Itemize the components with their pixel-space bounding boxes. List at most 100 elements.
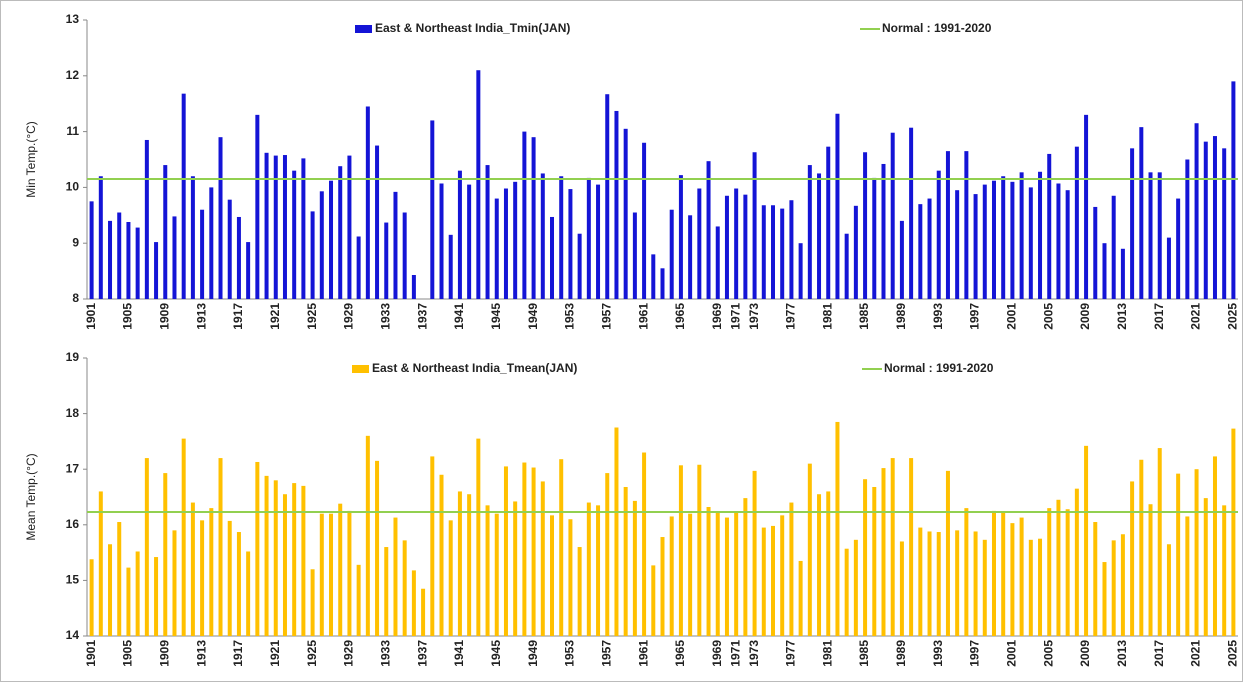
- bar: [1038, 171, 1043, 299]
- bar: [1148, 172, 1153, 299]
- x-tick-label: 1961: [636, 303, 650, 330]
- bar: [126, 221, 131, 299]
- bar: [863, 152, 868, 299]
- bar: [485, 505, 490, 636]
- bar: [1203, 141, 1208, 299]
- bar: [264, 152, 269, 299]
- x-tick-label: 1965: [673, 303, 687, 330]
- y-tick-label: 17: [66, 461, 80, 475]
- bar: [1157, 448, 1162, 636]
- bar: [890, 458, 895, 636]
- bar: [108, 544, 113, 636]
- bar: [503, 466, 508, 636]
- y-tick-label: 14: [66, 628, 80, 642]
- bar: [1166, 237, 1171, 299]
- bar: [1084, 445, 1089, 636]
- bar: [660, 537, 665, 636]
- bar: [817, 494, 822, 636]
- bar: [154, 557, 159, 636]
- bar: [1019, 517, 1024, 636]
- bar: [651, 254, 656, 299]
- bar: [375, 145, 380, 299]
- bar: [706, 161, 711, 299]
- bar: [209, 187, 214, 299]
- bar: [255, 461, 260, 636]
- bar: [724, 195, 729, 299]
- x-tick-label: 1905: [121, 640, 135, 667]
- bar: [715, 226, 720, 299]
- bar: [365, 106, 370, 300]
- bar: [945, 151, 950, 299]
- bar: [853, 539, 858, 636]
- bar: [292, 170, 297, 299]
- bar: [1212, 456, 1217, 636]
- bar: [688, 513, 693, 636]
- bar: [835, 421, 840, 636]
- bar: [1148, 504, 1153, 636]
- y-tick-label: 8: [72, 291, 79, 305]
- bar: [798, 243, 803, 299]
- bar: [964, 151, 969, 299]
- x-tick-label: 1977: [784, 640, 798, 667]
- bar: [181, 93, 186, 299]
- x-tick-label: 1937: [415, 303, 429, 330]
- bar: [172, 216, 177, 299]
- x-tick-label: 1933: [378, 303, 392, 330]
- bar: [752, 470, 757, 636]
- x-tick-label: 1933: [378, 640, 392, 667]
- bar: [844, 548, 849, 636]
- x-tick-label: 1949: [526, 303, 540, 330]
- bar: [1056, 183, 1061, 299]
- bar: [918, 527, 923, 636]
- bar: [945, 470, 950, 636]
- bar: [356, 564, 361, 636]
- bar: [98, 491, 103, 636]
- bar: [329, 513, 334, 636]
- bar: [411, 275, 416, 299]
- bar: [98, 176, 103, 299]
- bar: [927, 198, 932, 299]
- bar: [1001, 512, 1006, 636]
- x-tick-label: 1989: [894, 640, 908, 667]
- bar: [982, 184, 987, 299]
- bar: [108, 220, 113, 299]
- bar: [1222, 148, 1227, 299]
- bar: [319, 513, 324, 636]
- bar: [301, 485, 306, 636]
- bar: [596, 184, 601, 299]
- x-tick-label: 1997: [968, 303, 982, 330]
- bar: [255, 114, 260, 299]
- x-tick-label: 2009: [1078, 640, 1092, 667]
- x-tick-label: 2021: [1189, 303, 1203, 330]
- bar: [724, 517, 729, 636]
- bar: [798, 560, 803, 636]
- x-tick-label: 2005: [1041, 303, 1055, 330]
- bar: [457, 170, 462, 299]
- bar: [780, 515, 785, 636]
- x-tick-label: 2025: [1226, 303, 1240, 330]
- bar: [973, 531, 978, 636]
- bar: [973, 194, 978, 299]
- bar: [1231, 81, 1236, 299]
- bar: [955, 190, 960, 299]
- bar: [826, 491, 831, 636]
- bar: [467, 494, 472, 636]
- bar: [227, 520, 232, 636]
- bar: [1102, 562, 1107, 636]
- bar: [1074, 488, 1079, 636]
- x-tick-label: 2017: [1152, 640, 1166, 667]
- bar: [227, 199, 232, 299]
- bar: [1065, 190, 1070, 299]
- bar: [734, 512, 739, 636]
- bar: [485, 165, 490, 299]
- bar: [1047, 153, 1052, 299]
- x-tick-label: 1921: [268, 303, 282, 330]
- bar: [181, 438, 186, 636]
- bar: [761, 527, 766, 636]
- x-tick-label: 1973: [747, 640, 761, 667]
- x-tick-label: 1985: [857, 640, 871, 667]
- bar: [807, 463, 812, 636]
- bar: [614, 427, 619, 636]
- bar: [964, 508, 969, 636]
- bar: [1194, 469, 1199, 636]
